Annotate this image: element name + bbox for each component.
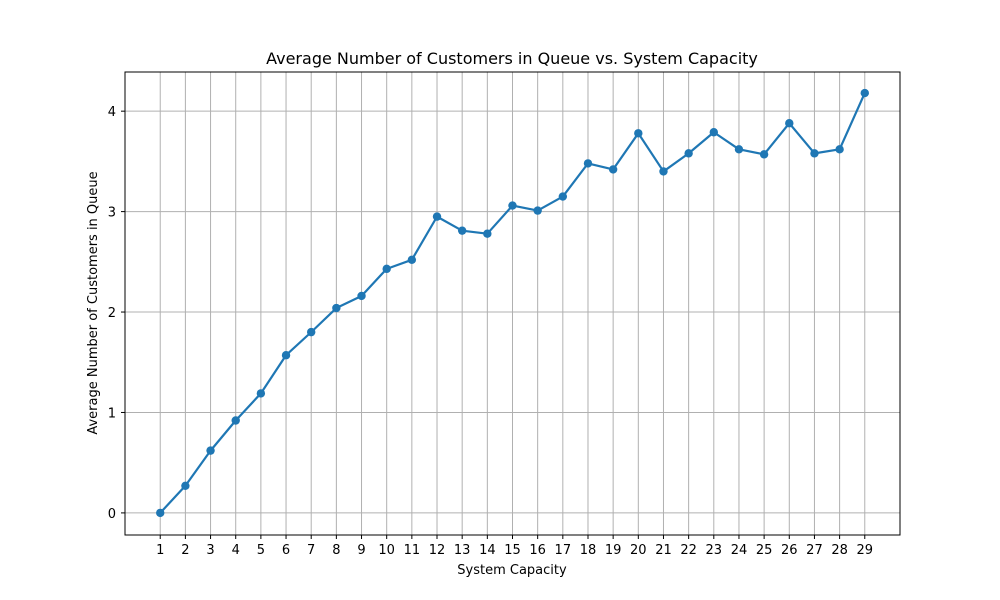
x-tick-label: 27	[806, 543, 823, 558]
data-point	[835, 145, 844, 154]
data-point	[156, 508, 165, 518]
x-tick-label: 15	[504, 543, 521, 558]
data-point	[432, 212, 442, 221]
data-point	[860, 88, 869, 98]
x-tick-label: 23	[706, 543, 723, 558]
y-tick-label: 3	[108, 206, 116, 221]
data-point	[810, 149, 819, 158]
x-tick-label: 12	[429, 543, 446, 558]
x-tick-label: 25	[756, 543, 773, 558]
x-tick-label: 9	[357, 543, 365, 558]
y-tick-label: 2	[108, 306, 116, 321]
data-point	[332, 303, 341, 313]
x-tick-label: 6	[282, 543, 290, 558]
data-point	[583, 159, 593, 168]
grid	[125, 72, 900, 535]
x-tick-label: 20	[630, 543, 647, 558]
data-point	[457, 226, 467, 235]
x-tick-label: 13	[454, 543, 471, 558]
x-tick-label: 28	[831, 543, 848, 558]
data-point	[256, 389, 266, 398]
x-tick-label: 19	[605, 543, 622, 558]
y-axis-title: Average Number of Customers in Queue	[86, 171, 101, 434]
data-point	[558, 192, 568, 201]
data-point	[709, 128, 718, 137]
x-tick-label: 4	[232, 543, 240, 558]
data-point	[231, 416, 240, 425]
data-point	[181, 481, 190, 490]
x-tick-label: 5	[257, 543, 265, 558]
data-point	[684, 149, 693, 158]
chart-title: Average Number of Customers in Queue vs.…	[266, 49, 758, 68]
x-tick-label: 22	[680, 543, 697, 558]
x-tick-label: 1	[156, 543, 164, 558]
x-tick-label: 14	[479, 543, 496, 558]
y-axis-ticks: 0 1 2 3 4	[108, 105, 125, 522]
x-tick-label: 24	[731, 543, 748, 558]
x-axis-ticks: 1 2 3 4 5 6 7 8 9 10 11 12 13 14 15 16 17 18 19 20 21 22 23 24 2…	[156, 535, 873, 558]
x-tick-label: 11	[404, 543, 421, 558]
series-layer	[156, 88, 869, 518]
x-tick-label: 26	[781, 543, 798, 558]
x-tick-label: 7	[307, 543, 315, 558]
x-tick-label: 21	[655, 543, 672, 558]
y-tick-label: 4	[108, 105, 116, 120]
x-axis-title: System Capacity	[457, 563, 567, 578]
data-point	[734, 145, 744, 154]
x-tick-label: 16	[529, 543, 546, 558]
x-tick-label: 8	[332, 543, 340, 558]
data-point	[659, 167, 668, 176]
data-point	[608, 165, 618, 174]
data-point	[759, 150, 769, 159]
data-point	[206, 446, 215, 455]
data-point	[382, 264, 391, 274]
data-point	[307, 327, 316, 337]
x-tick-label: 2	[181, 543, 189, 558]
x-tick-label: 29	[856, 543, 873, 558]
data-point	[508, 201, 517, 210]
data-point	[281, 351, 291, 360]
data-point	[357, 291, 366, 301]
x-tick-label: 17	[555, 543, 572, 558]
y-tick-label: 0	[108, 507, 116, 522]
x-tick-label: 3	[206, 543, 214, 558]
data-point	[634, 129, 643, 138]
x-tick-label: 10	[378, 543, 395, 558]
data-point	[407, 255, 417, 265]
y-tick-label: 1	[108, 406, 116, 421]
x-tick-label: 18	[580, 543, 597, 558]
data-point	[483, 229, 492, 238]
data-point	[785, 119, 794, 128]
data-point	[533, 206, 542, 215]
